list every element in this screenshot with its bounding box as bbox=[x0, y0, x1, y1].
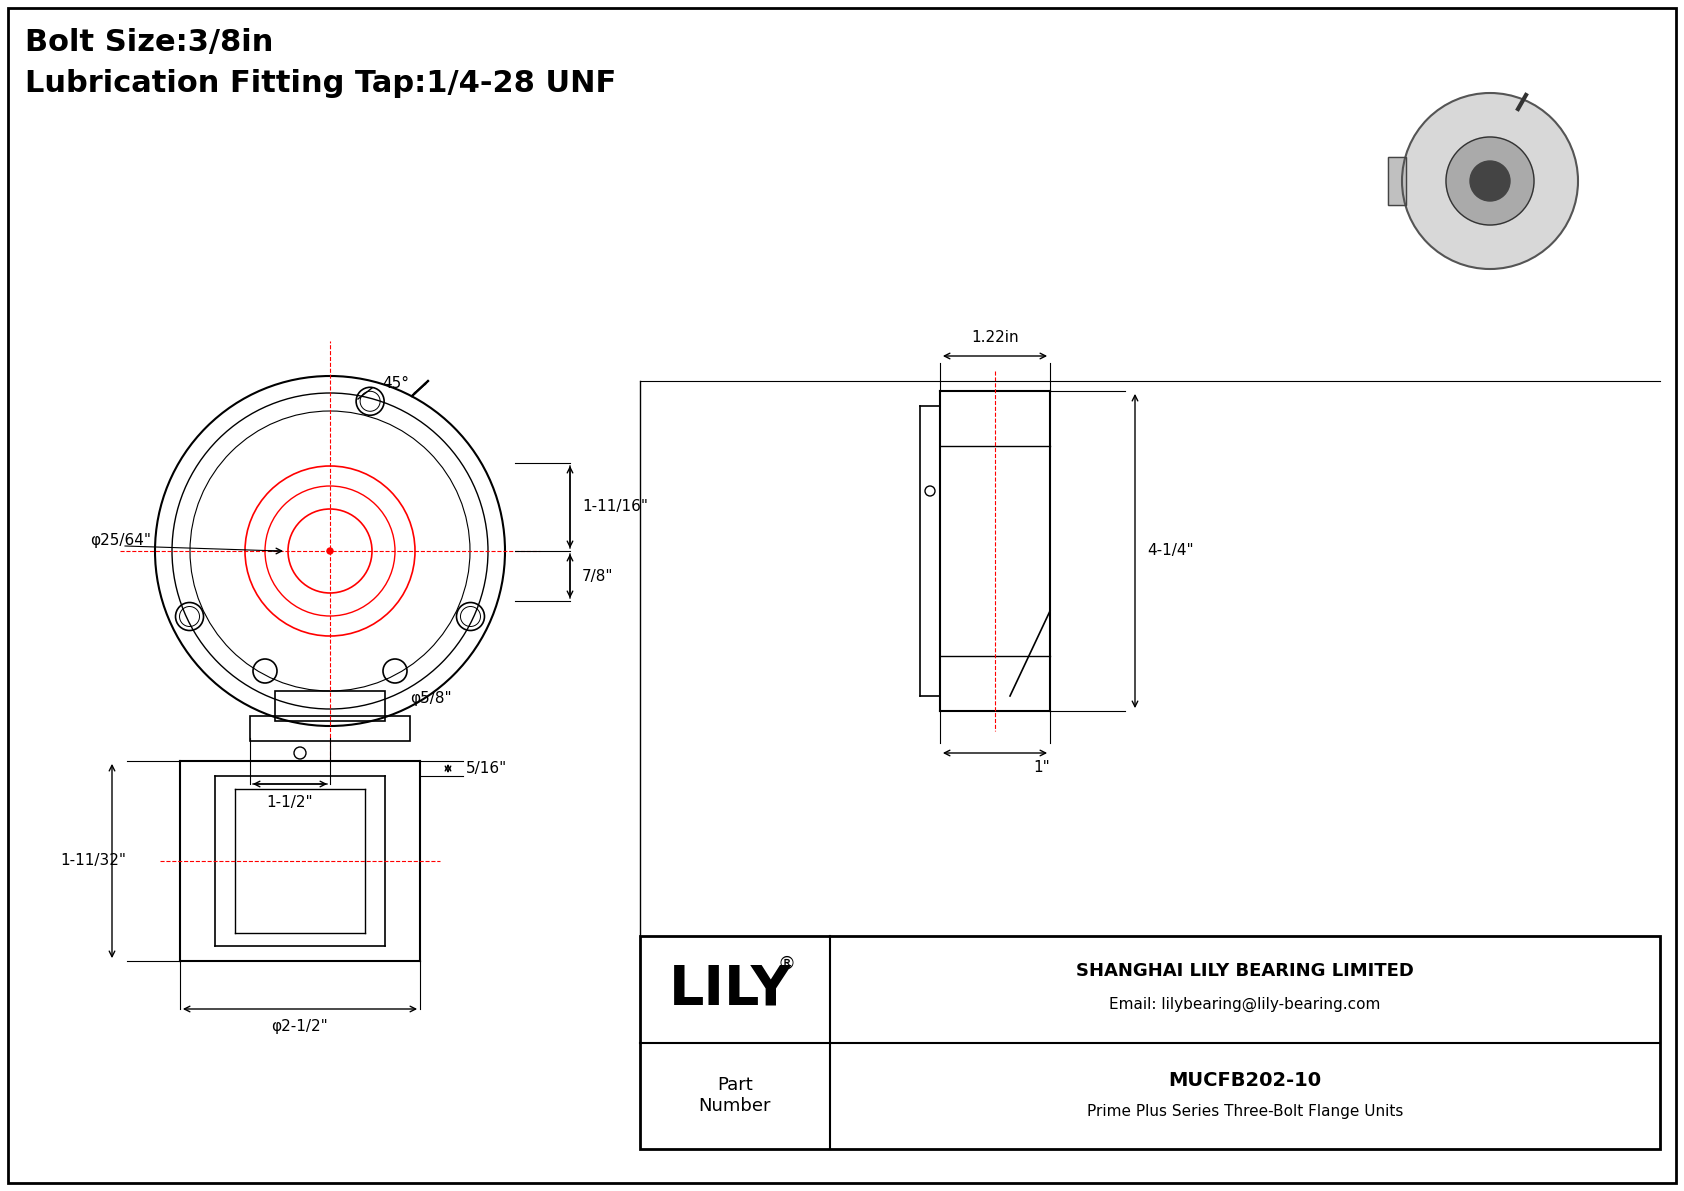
Text: SHANGHAI LILY BEARING LIMITED: SHANGHAI LILY BEARING LIMITED bbox=[1076, 962, 1415, 980]
Bar bbox=[249, 716, 409, 741]
Text: 1-1/2": 1-1/2" bbox=[266, 794, 313, 810]
Text: φ2-1/2": φ2-1/2" bbox=[271, 1019, 328, 1035]
Circle shape bbox=[1470, 161, 1511, 201]
Text: φ5/8": φ5/8" bbox=[409, 692, 451, 706]
Text: 1.22in: 1.22in bbox=[972, 330, 1019, 345]
Text: Email: lilybearing@lily-bearing.com: Email: lilybearing@lily-bearing.com bbox=[1110, 997, 1381, 1012]
Text: 45°: 45° bbox=[382, 375, 409, 391]
Text: 5/16": 5/16" bbox=[466, 761, 507, 777]
Circle shape bbox=[327, 548, 333, 554]
Bar bbox=[1388, 157, 1406, 205]
Circle shape bbox=[1403, 93, 1578, 269]
Bar bbox=[640, 936, 1660, 1149]
Text: Lubrication Fitting Tap:1/4-28 UNF: Lubrication Fitting Tap:1/4-28 UNF bbox=[25, 69, 616, 98]
Text: 4-1/4": 4-1/4" bbox=[1147, 543, 1194, 559]
Text: 1-11/16": 1-11/16" bbox=[583, 499, 648, 515]
Text: 1-11/32": 1-11/32" bbox=[61, 854, 126, 868]
Text: φ25/64": φ25/64" bbox=[89, 534, 152, 549]
Bar bbox=[274, 691, 386, 721]
Text: MUCFB202-10: MUCFB202-10 bbox=[1169, 1071, 1322, 1090]
Text: LILY: LILY bbox=[669, 962, 791, 1016]
Text: Bolt Size:3/8in: Bolt Size:3/8in bbox=[25, 29, 273, 57]
Text: Part
Number: Part Number bbox=[699, 1077, 771, 1115]
Text: Prime Plus Series Three-Bolt Flange Units: Prime Plus Series Three-Bolt Flange Unit… bbox=[1086, 1104, 1403, 1120]
Circle shape bbox=[1447, 137, 1534, 225]
Bar bbox=[1388, 157, 1406, 205]
Text: 1": 1" bbox=[1032, 761, 1049, 775]
Text: ®: ® bbox=[778, 954, 797, 972]
Text: 7/8": 7/8" bbox=[583, 568, 613, 584]
